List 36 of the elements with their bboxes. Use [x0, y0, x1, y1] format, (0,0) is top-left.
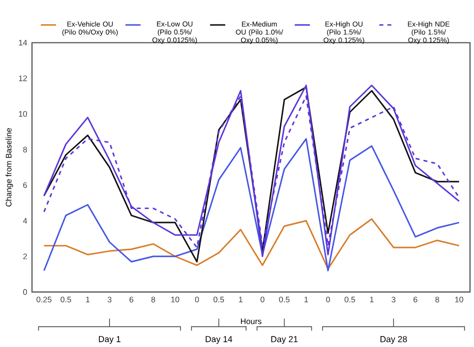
y-tick-label: 6 — [23, 182, 27, 188]
x-tick-label: 6 — [414, 296, 418, 302]
text: Day 14 — [206, 336, 232, 344]
x-tick-label: 0 — [195, 296, 199, 302]
y-tick-label: 4 — [23, 218, 28, 224]
y-tick-label: 10 — [19, 111, 27, 117]
x-tick-label: 0.5 — [214, 296, 224, 302]
y-tick-label: 14 — [19, 40, 28, 46]
text: Day 21 — [271, 336, 298, 344]
y-tick-label: 0 — [23, 289, 27, 295]
x-tick-label: 1 — [370, 296, 374, 302]
x-tick-label: 6 — [130, 296, 134, 302]
x-tick-label: 0 — [260, 296, 264, 302]
line-series — [43, 218, 460, 270]
x-tick-label: 3 — [392, 296, 396, 302]
text: Day 1 — [98, 336, 120, 344]
line-series — [43, 138, 460, 272]
x-tick-label: 0.5 — [344, 296, 356, 302]
x-tick-label: 0.25 — [36, 296, 52, 302]
y-tick-label: 8 — [23, 146, 27, 152]
x-tick-label: 1 — [86, 296, 90, 302]
y-tick-label: 2 — [23, 254, 27, 260]
x-tick-label: 8 — [435, 296, 440, 302]
x-tick-label: 10 — [455, 296, 464, 302]
x-tick-label: 0 — [326, 296, 330, 302]
x-tick-label: 8 — [151, 296, 156, 302]
x-axis-title: Hours — [240, 318, 262, 324]
y-axis-title: Change from Baseline — [6, 128, 14, 207]
x-tick-label: 3 — [108, 296, 112, 302]
x-tick-label: 0.5 — [279, 296, 290, 302]
x-tick-label: 0.5 — [60, 296, 72, 302]
x-tick-label: 1 — [239, 296, 242, 302]
text: Day 28 — [380, 336, 407, 344]
x-tick-label: 10 — [171, 296, 180, 302]
x-tick-label: 1 — [304, 296, 308, 302]
y-tick-label: 12 — [19, 75, 27, 82]
